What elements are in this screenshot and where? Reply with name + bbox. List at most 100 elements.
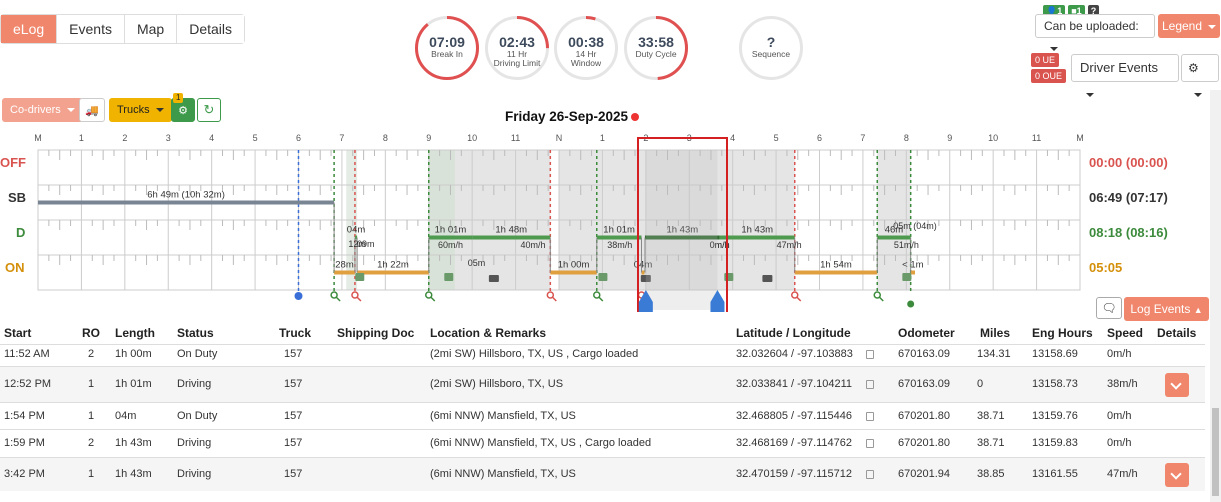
- start-marker-icon[interactable]: [294, 292, 303, 300]
- cell-location: (6mi NNW) Mansfield, TX, US: [430, 468, 576, 480]
- table-row[interactable]: 3:42 PM 1 1h 43m Driving 157 (6mi NNW) Mansfi…: [0, 457, 1205, 491]
- truck-view-button[interactable]: 🚚: [79, 98, 105, 122]
- chart-annotation: 40m/h: [520, 240, 545, 250]
- log-events-button[interactable]: Log Events ▲: [1124, 297, 1209, 321]
- gauge-arc: [415, 16, 479, 80]
- cell-length: 1h 43m: [115, 437, 152, 449]
- cell-location: (2mi SW) Hillsboro, TX, US: [430, 378, 564, 390]
- col-shipping-doc: Shipping Doc: [337, 326, 415, 340]
- gauge-duty-cycle[interactable]: 33:58 Duty Cycle: [624, 16, 688, 80]
- gauge-value: 00:38: [568, 34, 604, 50]
- segment-duration-label: 46m: [885, 225, 904, 236]
- copy-icon[interactable]: [866, 348, 878, 359]
- cell-eng: 13161.55: [1032, 468, 1078, 480]
- gauge-break-in[interactable]: 07:09 Break In: [415, 16, 479, 80]
- key-marker-icon[interactable]: [425, 291, 436, 302]
- gauge-arc: [485, 16, 549, 80]
- col-truck: Truck: [279, 326, 312, 340]
- tab-elog[interactable]: eLog: [1, 15, 58, 43]
- tab-events[interactable]: Events: [57, 15, 125, 43]
- oue-badge: 0 OUE: [1031, 69, 1067, 83]
- refresh-button[interactable]: ↻: [197, 98, 221, 122]
- selection-handle[interactable]: [638, 290, 653, 312]
- copy-icon[interactable]: [866, 410, 878, 421]
- chart-annotation: 0m/h: [710, 240, 730, 250]
- segment-duration-label: 1h 48m: [495, 225, 527, 236]
- key-marker-icon[interactable]: [351, 291, 362, 302]
- vehicle-icon[interactable]: [444, 273, 454, 281]
- cell-status: On Duty: [177, 410, 218, 422]
- comment-button[interactable]: 🗨: [1096, 297, 1122, 319]
- cell-speed: 0m/h: [1107, 437, 1132, 449]
- camera-icon[interactable]: [762, 275, 773, 282]
- driver-events-select[interactable]: Driver Events: [1071, 54, 1179, 97]
- cell-truck: 157: [284, 437, 303, 449]
- copy-icon[interactable]: [866, 378, 878, 389]
- table-row[interactable]: 11:52 AM 2 1h 00m On Duty 157 (2mi SW) Hillsb…: [0, 344, 1205, 366]
- duty-status-chart[interactable]: M 1 2 3 4 5 6 7 8 9 10 11 N 1 2 3 4 5 6 7 8 9 10 11 M6h 49m (10h…: [0, 0, 1221, 312]
- hour-tick-label: 5: [774, 133, 779, 143]
- cell-miles: 38.85: [977, 468, 1005, 480]
- segment-duration-label: 04m: [634, 260, 653, 271]
- upload-select[interactable]: Can be uploaded:: [1035, 14, 1155, 51]
- segment-duration-label: 1h 43m: [741, 225, 773, 236]
- table-row[interactable]: 1:59 PM 2 1h 43m Driving 157 (6mi NNW) Mansfi…: [0, 429, 1205, 457]
- key-marker-icon[interactable]: [593, 291, 604, 302]
- camera-icon[interactable]: [640, 275, 651, 282]
- table-row[interactable]: 12:52 PM 1 1h 01m Driving 157 (2mi SW) Hillsb…: [0, 366, 1205, 402]
- vehicle-icon[interactable]: [724, 273, 734, 281]
- table-row[interactable]: 1:54 PM 1 04m On Duty 157 (6mi NNW) Mansfield…: [0, 402, 1205, 429]
- hour-tick-label: 10: [467, 133, 477, 143]
- settings-button[interactable]: ⚙: [1181, 54, 1219, 97]
- chart-annotation: 09m: [357, 239, 375, 249]
- selection-window[interactable]: [645, 150, 718, 310]
- copy-icon[interactable]: [866, 468, 878, 479]
- vehicle-icon[interactable]: [355, 273, 365, 281]
- hour-tick-label: 6: [296, 133, 301, 143]
- end-marker-icon[interactable]: [907, 300, 915, 308]
- camera-icon[interactable]: [488, 275, 499, 282]
- col-odometer: Odometer: [898, 326, 955, 340]
- hour-tick-label: 1: [600, 133, 605, 143]
- hour-tick-label: 7: [860, 133, 865, 143]
- copy-icon[interactable]: [866, 437, 878, 448]
- cell-ro: 1: [88, 378, 95, 390]
- key-marker-icon[interactable]: [330, 291, 341, 302]
- tab-details[interactable]: Details: [177, 15, 244, 43]
- cell-latlng: 32.468805 / -97.115446: [736, 410, 853, 422]
- chart-annotation: 05m (04m): [893, 221, 937, 231]
- total-d: 08:18 (08:16): [1089, 225, 1168, 240]
- cell-speed: 38m/h: [1107, 378, 1138, 390]
- key-marker-icon[interactable]: [791, 291, 802, 302]
- cell-location: (6mi NNW) Mansfield, TX, US , Cargo load…: [430, 437, 652, 449]
- status-label-off: OFF: [0, 155, 26, 170]
- hour-tick-label: 10: [988, 133, 998, 143]
- gauge-driving-limit[interactable]: 02:43 11 Hr Driving Limit: [485, 16, 549, 80]
- gauge-sequence[interactable]: ? Sequence: [739, 16, 803, 80]
- hour-tick-label: 4: [730, 133, 735, 143]
- segment-duration-label: 6h 49m (10h 32m): [147, 190, 225, 201]
- key-marker-icon[interactable]: [546, 291, 557, 302]
- scrollbar-thumb[interactable]: [1212, 408, 1219, 496]
- expand-details-button[interactable]: [1165, 463, 1189, 487]
- cell-status: Driving: [177, 378, 212, 390]
- driver-events-label: Driver Events: [1080, 60, 1159, 75]
- hour-tick-label: 3: [166, 133, 171, 143]
- tab-map[interactable]: Map: [124, 15, 178, 43]
- vehicle-icon[interactable]: [902, 273, 912, 281]
- cell-eng: 13159.76: [1032, 410, 1078, 422]
- cell-start: 1:54 PM: [4, 410, 45, 422]
- gauge-window[interactable]: 00:38 14 Hr Window: [554, 16, 618, 80]
- vehicle-icon[interactable]: [598, 273, 608, 281]
- key-marker-icon[interactable]: [873, 291, 884, 302]
- cell-miles: 38.71: [977, 437, 1005, 449]
- cell-speed: 47m/h: [1107, 468, 1138, 480]
- selection-handle[interactable]: [710, 290, 725, 312]
- page-scrollbar[interactable]: [1210, 90, 1221, 502]
- codrivers-button[interactable]: Co-drivers: [2, 98, 83, 122]
- legend-button[interactable]: Legend: [1158, 14, 1220, 38]
- cell-status: On Duty: [177, 348, 218, 360]
- expand-details-button[interactable]: [1165, 373, 1189, 397]
- col-location: Location & Remarks: [430, 326, 547, 340]
- trucks-button[interactable]: Trucks: [109, 98, 172, 122]
